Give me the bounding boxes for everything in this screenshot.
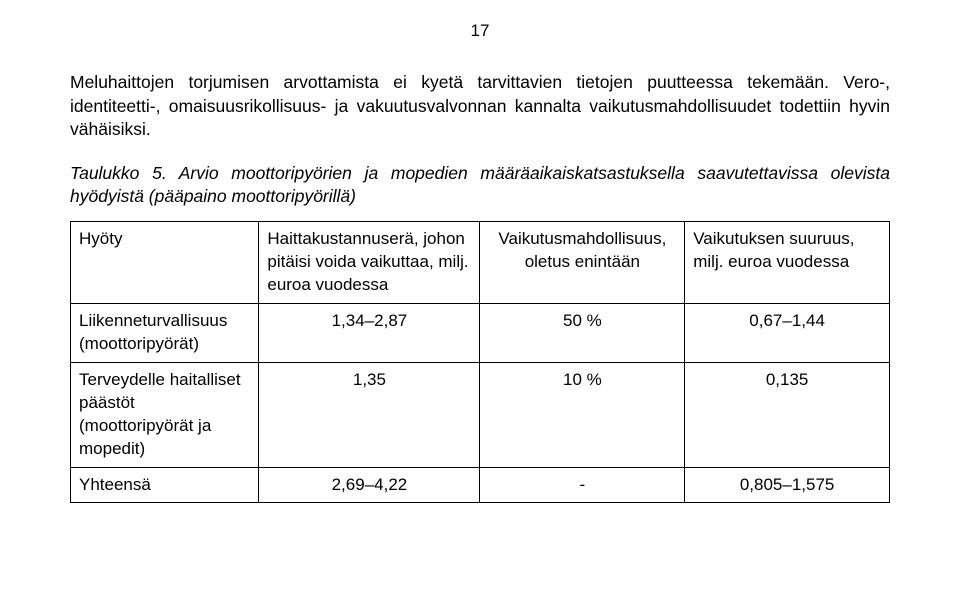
body-paragraph: Meluhaittojen torjumisen arvottamista ei… — [70, 71, 890, 142]
table-row: Terveydelle haitalliset päästöt (moottor… — [71, 362, 890, 467]
table-cell: 0,67–1,44 — [685, 303, 890, 362]
table-cell: 1,34–2,87 — [259, 303, 480, 362]
table-header-cell: Vaikutuksen suuruus, milj. euroa vuodess… — [685, 222, 890, 304]
table-cell: 2,69–4,22 — [259, 467, 480, 503]
document-page: 17 Meluhaittojen torjumisen arvottamista… — [0, 0, 960, 523]
table-cell-label: Yhteensä — [71, 467, 259, 503]
table-cell: 1,35 — [259, 362, 480, 467]
table-cell: 0,135 — [685, 362, 890, 467]
table-header-cell: Hyöty — [71, 222, 259, 304]
table-row: Liikenneturvallisuus (moottoripyörät) 1,… — [71, 303, 890, 362]
table-cell-label: Liikenneturvallisuus (moottoripyörät) — [71, 303, 259, 362]
table-cell: 10 % — [480, 362, 685, 467]
table-caption: Taulukko 5. Arvio moottoripyörien ja mop… — [70, 162, 890, 209]
page-number: 17 — [70, 20, 890, 43]
benefits-table: Hyöty Haittakustannuserä, johon pitäisi … — [70, 221, 890, 503]
table-cell: 50 % — [480, 303, 685, 362]
table-header-cell: Haittakustannuserä, johon pitäisi voida … — [259, 222, 480, 304]
table-cell: - — [480, 467, 685, 503]
table-cell-label: Terveydelle haitalliset päästöt (moottor… — [71, 362, 259, 467]
table-cell: 0,805–1,575 — [685, 467, 890, 503]
table-header-cell: Vaikutus­mahdollisuus, oletus enintään — [480, 222, 685, 304]
table-row-total: Yhteensä 2,69–4,22 - 0,805–1,575 — [71, 467, 890, 503]
table-header-row: Hyöty Haittakustannuserä, johon pitäisi … — [71, 222, 890, 304]
